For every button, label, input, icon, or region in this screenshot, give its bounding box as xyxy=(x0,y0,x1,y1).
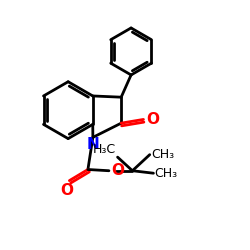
Text: CH₃: CH₃ xyxy=(155,167,178,180)
Text: H₃C: H₃C xyxy=(93,143,116,156)
Text: O: O xyxy=(60,183,74,198)
Text: N: N xyxy=(86,137,99,152)
Text: CH₃: CH₃ xyxy=(151,148,174,161)
Text: O: O xyxy=(111,163,124,178)
Text: O: O xyxy=(146,112,159,127)
